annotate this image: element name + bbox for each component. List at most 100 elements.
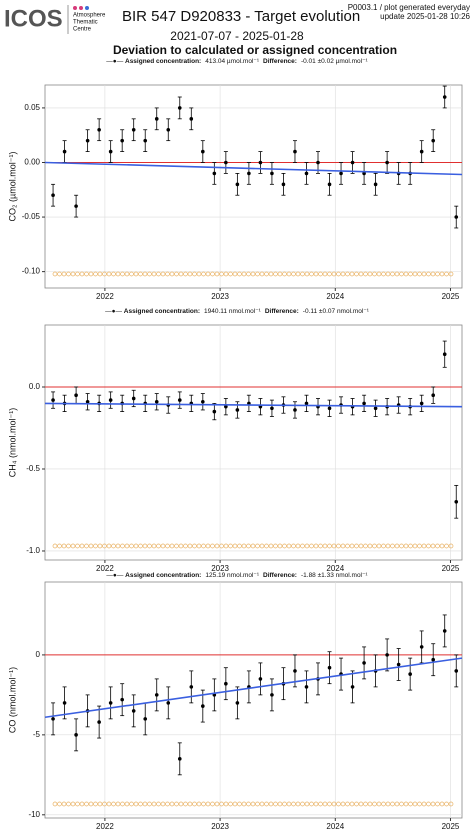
data-point xyxy=(97,720,101,724)
data-point xyxy=(350,685,355,689)
flag-marker xyxy=(151,543,157,549)
flag-marker xyxy=(124,543,130,549)
flag-marker xyxy=(133,801,139,807)
flag-marker xyxy=(336,801,341,807)
flag-marker xyxy=(421,801,427,807)
x-tick-label: 2023 xyxy=(211,564,229,573)
data-point xyxy=(339,171,343,176)
flag-marker xyxy=(381,271,386,277)
data-point xyxy=(177,757,182,761)
data-point xyxy=(108,149,113,154)
data-point xyxy=(270,693,274,697)
flag-marker xyxy=(327,543,332,549)
y-axis-label: CO (nmol.mol⁻¹) xyxy=(7,667,17,733)
x-tick-label: 2024 xyxy=(326,822,344,831)
data-point xyxy=(316,160,320,165)
flag-marker xyxy=(124,271,130,277)
flag-marker xyxy=(313,271,319,277)
flag-marker xyxy=(120,271,125,277)
flag-marker xyxy=(214,271,220,277)
flag-marker xyxy=(102,543,107,549)
legend: —●— Assigned concentration: 413.04 µmol.m… xyxy=(106,58,368,65)
flag-marker xyxy=(426,543,431,549)
flag-marker xyxy=(363,801,368,807)
flag-marker xyxy=(309,801,314,807)
flag-marker xyxy=(331,801,337,807)
data-point xyxy=(362,661,366,665)
flag-marker xyxy=(201,543,206,549)
flag-marker xyxy=(111,543,116,549)
flag-marker xyxy=(120,801,125,807)
flag-marker xyxy=(363,543,368,549)
legend: —●— Assigned concentration: 1940.11 nmol.… xyxy=(105,308,370,315)
flag-marker xyxy=(403,543,409,549)
flag-marker xyxy=(84,543,89,549)
flag-marker xyxy=(367,543,373,549)
flag-marker xyxy=(201,271,206,277)
x-tick-label: 2022 xyxy=(96,292,114,301)
data-point xyxy=(120,138,124,143)
flag-marker xyxy=(196,271,202,277)
flag-marker xyxy=(426,801,431,807)
flag-marker xyxy=(147,543,152,549)
flag-marker xyxy=(363,271,368,277)
trend-line xyxy=(44,402,463,408)
data-point xyxy=(97,127,101,132)
flag-marker xyxy=(232,543,238,549)
flag-marker xyxy=(417,801,422,807)
flag-marker xyxy=(174,801,179,807)
flag-marker xyxy=(300,543,305,549)
flag-marker xyxy=(52,543,58,549)
flag-marker xyxy=(169,801,175,807)
flag-marker xyxy=(376,271,382,277)
flag-marker xyxy=(250,271,256,277)
data-point xyxy=(373,406,378,411)
data-point xyxy=(224,404,228,409)
flag-marker xyxy=(444,801,449,807)
flag-marker xyxy=(61,271,67,277)
data-point xyxy=(131,709,136,713)
flag-marker xyxy=(237,271,242,277)
flag-marker xyxy=(111,271,116,277)
flag-marker xyxy=(435,543,440,549)
flag-marker xyxy=(268,543,274,549)
flag-marker xyxy=(241,801,247,807)
flag-marker xyxy=(421,271,427,277)
y-tick-label: -0.5 xyxy=(26,464,40,473)
y-tick-label: -1.0 xyxy=(26,546,40,555)
flag-marker xyxy=(327,801,332,807)
flag-marker xyxy=(430,271,436,277)
flag-marker xyxy=(156,801,161,807)
flag-marker xyxy=(205,801,211,807)
flag-marker xyxy=(381,801,386,807)
data-point xyxy=(74,393,78,397)
x-tick-label: 2025 xyxy=(442,564,460,573)
flag-marker xyxy=(336,543,341,549)
flag-marker xyxy=(318,271,323,277)
data-point xyxy=(419,645,424,649)
flag-marker xyxy=(138,543,143,549)
flag-marker xyxy=(183,801,188,807)
flag-marker xyxy=(403,801,409,807)
flag-marker xyxy=(273,271,278,277)
data-point xyxy=(212,171,217,176)
flag-marker xyxy=(358,271,364,277)
flag-marker xyxy=(376,801,382,807)
flag-marker xyxy=(147,271,152,277)
flag-marker xyxy=(52,801,58,807)
data-point xyxy=(454,669,459,673)
data-point xyxy=(385,160,389,165)
flag-marker xyxy=(268,801,274,807)
flag-marker xyxy=(417,543,422,549)
data-point xyxy=(327,182,332,187)
data-point xyxy=(431,393,436,397)
flag-marker xyxy=(142,543,148,549)
flag-marker xyxy=(318,543,323,549)
flag-marker xyxy=(133,271,139,277)
data-point xyxy=(166,701,171,705)
flag-marker xyxy=(165,543,170,549)
data-point xyxy=(350,160,355,165)
flag-marker xyxy=(66,271,71,277)
y-axis-label: CO₂ (µmol.mol⁻¹) xyxy=(7,152,17,222)
flag-marker xyxy=(70,543,76,549)
